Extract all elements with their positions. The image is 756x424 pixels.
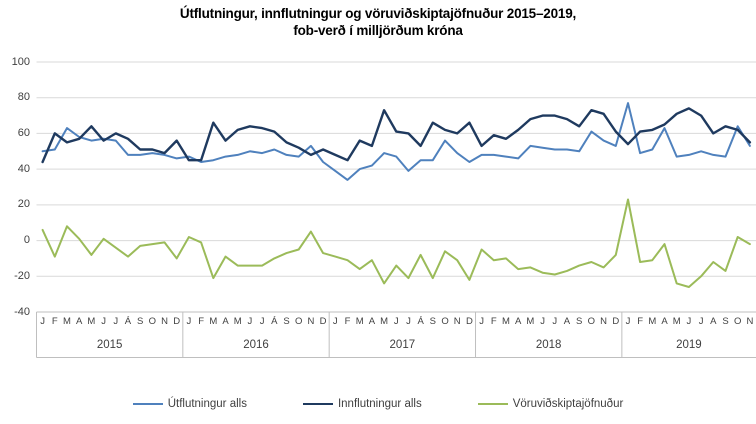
series-line-2 <box>41 198 751 288</box>
month-label: A <box>710 316 717 327</box>
month-label: O <box>587 316 596 327</box>
series-line-0 <box>41 102 751 181</box>
month-label: D <box>612 316 620 327</box>
month-label: Á <box>271 316 278 327</box>
month-label: M <box>648 316 657 327</box>
chart-title-line1: Útflutningur, innflutningur og vöruviðsk… <box>179 6 577 21</box>
month-label: M <box>380 316 388 327</box>
legend-label-balance: Vöruviðskiptajöfnuður <box>512 398 624 410</box>
month-label: O <box>441 316 449 327</box>
y-tick-label--40: -40 <box>14 305 30 318</box>
month-label: J <box>625 316 631 327</box>
legend: Útflutningur alls Innflutningur alls Vör… <box>0 398 756 410</box>
year-label-2015: 2015 <box>96 339 123 351</box>
month-label: O <box>294 316 303 327</box>
y-tick-label-0: 0 <box>23 234 30 247</box>
y-tick-label-60: 60 <box>17 126 30 139</box>
month-label: A <box>515 316 522 327</box>
month-label: J <box>186 316 192 327</box>
y-tick-label-80: 80 <box>17 91 30 104</box>
month-label: F <box>490 316 497 327</box>
month-label: M <box>502 316 510 327</box>
month-label: S <box>429 316 436 327</box>
month-label: S <box>283 316 290 327</box>
y-tick-label-20: 20 <box>17 198 30 211</box>
month-label: M <box>209 316 218 327</box>
month-label: M <box>87 316 96 327</box>
month-label: S <box>722 316 729 327</box>
month-label: D <box>173 316 181 327</box>
month-label: J <box>259 316 265 327</box>
month-label: Á <box>124 316 132 327</box>
month-label: A <box>368 316 376 327</box>
chart-title-line2: fob-verð í milljörðum króna <box>293 23 463 38</box>
month-label: D <box>465 316 473 327</box>
legend-item-imports: Innflutningur alls <box>302 398 422 410</box>
month-label: Á <box>417 316 424 327</box>
month-label: J <box>479 316 484 327</box>
month-label: M <box>63 316 71 327</box>
month-label: N <box>746 316 754 327</box>
month-label: A <box>563 316 571 327</box>
legend-item-exports: Útflutningur alls <box>132 398 247 410</box>
month-label: A <box>661 316 668 327</box>
month-label: J <box>393 316 399 327</box>
year-label-2016: 2016 <box>243 339 269 351</box>
imports-line-swatch <box>302 403 333 405</box>
month-label: J <box>540 316 545 327</box>
month-label: F <box>637 316 644 327</box>
year-label-2019: 2019 <box>676 339 702 351</box>
month-label: M <box>672 316 681 327</box>
exports-line-swatch <box>132 403 163 405</box>
month-label: D <box>319 316 327 327</box>
month-label: J <box>40 316 45 327</box>
year-label-2017: 2017 <box>389 339 416 351</box>
legend-item-balance: Vöruviðskiptajöfnuður <box>477 398 624 410</box>
month-label: F <box>51 316 58 327</box>
month-label: N <box>161 316 168 327</box>
month-label: J <box>698 316 704 327</box>
month-label: F <box>198 316 205 327</box>
month-label: J <box>113 316 119 327</box>
month-label: A <box>76 316 83 327</box>
chart-title: Útflutningur, innflutningur og vöruviðsk… <box>0 5 756 39</box>
series-line-1 <box>41 107 752 164</box>
month-label: O <box>734 316 742 327</box>
y-tick-label-100: 100 <box>11 55 30 68</box>
month-label: M <box>355 316 364 327</box>
year-label-2018: 2018 <box>535 339 562 351</box>
legend-label-exports: Útflutningur alls <box>167 398 247 410</box>
month-label: J <box>247 316 253 327</box>
month-label: J <box>552 316 558 327</box>
month-label: N <box>453 316 461 327</box>
y-tick-label-40: 40 <box>17 162 30 175</box>
month-label: O <box>148 316 157 327</box>
legend-label-imports: Innflutningur alls <box>337 398 422 410</box>
month-label: M <box>233 316 242 327</box>
balance-line-swatch <box>477 403 508 405</box>
month-label: N <box>307 316 315 327</box>
month-label: J <box>101 316 106 327</box>
month-label: J <box>686 316 692 327</box>
month-label: F <box>344 316 351 327</box>
y-tick-label--20: -20 <box>14 269 30 282</box>
month-label: M <box>526 316 535 327</box>
month-label: S <box>136 316 144 327</box>
month-label: S <box>576 316 583 327</box>
month-label: A <box>222 316 229 327</box>
month-label: J <box>406 316 411 327</box>
month-label: N <box>600 316 607 327</box>
month-label: J <box>332 316 338 327</box>
